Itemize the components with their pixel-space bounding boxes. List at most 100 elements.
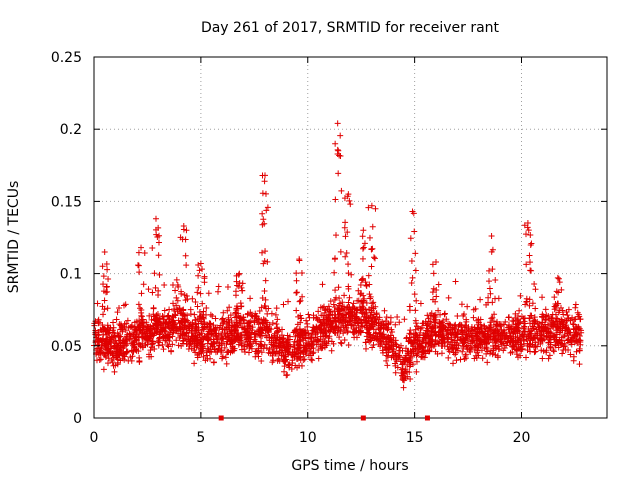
- data-point: [183, 341, 190, 348]
- data-point: [221, 344, 228, 351]
- data-point: [198, 330, 205, 337]
- data-point: [273, 320, 280, 327]
- data-point: [199, 347, 206, 354]
- data-point: [360, 298, 367, 305]
- data-point: [342, 253, 349, 260]
- data-point: [276, 357, 283, 364]
- data-point: [114, 359, 121, 366]
- data-point: [370, 341, 377, 348]
- data-point: [553, 288, 560, 295]
- data-point: [521, 324, 528, 331]
- data-point: [258, 357, 265, 364]
- data-point: [207, 343, 214, 350]
- y-tick-label: 0.2: [60, 122, 82, 138]
- data-point: [497, 321, 504, 328]
- x-tick-label: 5: [196, 430, 205, 446]
- data-point: [297, 319, 304, 326]
- data-point: [485, 294, 492, 301]
- data-point: [461, 355, 468, 362]
- data-point: [430, 314, 437, 321]
- data-point: [545, 355, 552, 362]
- data-point: [368, 314, 375, 321]
- data-point: [495, 343, 502, 350]
- data-point: [322, 333, 329, 340]
- data-point: [359, 245, 366, 252]
- data-point: [573, 348, 580, 355]
- data-point: [272, 343, 279, 350]
- data-point: [183, 329, 190, 336]
- data-point: [106, 338, 113, 345]
- data-point: [399, 360, 406, 367]
- data-point: [532, 286, 539, 293]
- data-point: [379, 335, 386, 342]
- data-point: [483, 344, 490, 351]
- data-point: [300, 348, 307, 355]
- data-point: [401, 369, 408, 376]
- data-point: [335, 306, 342, 313]
- data-point: [576, 337, 583, 344]
- data-point: [284, 371, 291, 378]
- data-point: [359, 303, 366, 310]
- data-point: [371, 254, 378, 261]
- data-point: [129, 340, 136, 347]
- data-point: [528, 240, 535, 247]
- data-point: [330, 340, 337, 347]
- data-point: [407, 331, 414, 338]
- data-point: [444, 334, 451, 341]
- data-point: [572, 301, 579, 308]
- data-point: [537, 335, 544, 342]
- data-point: [516, 307, 523, 314]
- data-gap-marker: [360, 415, 366, 421]
- data-point: [116, 352, 123, 359]
- x-tick-label: 0: [90, 430, 99, 446]
- data-point: [360, 227, 367, 234]
- data-point: [339, 303, 346, 310]
- data-point: [337, 320, 344, 327]
- data-point: [453, 357, 460, 364]
- data-point: [155, 252, 162, 259]
- data-point: [124, 317, 131, 324]
- data-point: [293, 289, 300, 296]
- data-point: [407, 327, 414, 334]
- data-point: [140, 333, 147, 340]
- data-point: [338, 340, 345, 347]
- data-point: [303, 317, 310, 324]
- data-point: [223, 360, 230, 367]
- data-point: [149, 339, 156, 346]
- data-point: [368, 246, 375, 253]
- data-point: [110, 324, 117, 331]
- data-point: [305, 330, 312, 337]
- data-point: [531, 314, 538, 321]
- data-point: [170, 314, 177, 321]
- data-point: [114, 343, 121, 350]
- data-point: [241, 348, 248, 355]
- data-point: [369, 318, 376, 325]
- data-point: [505, 324, 512, 331]
- data-point: [346, 197, 353, 204]
- data-point: [336, 295, 343, 302]
- data-point: [156, 271, 163, 278]
- data-point: [278, 349, 285, 356]
- data-point: [433, 259, 439, 266]
- data-point: [184, 336, 191, 343]
- data-point: [104, 346, 111, 353]
- data-point: [433, 293, 440, 300]
- data-point: [376, 314, 383, 321]
- data-point: [560, 311, 567, 318]
- data-point: [546, 315, 553, 322]
- data-point: [92, 329, 99, 336]
- data-point: [477, 316, 484, 323]
- data-point: [114, 309, 121, 316]
- data-point: [297, 344, 304, 351]
- data-point: [493, 331, 500, 338]
- data-point: [147, 347, 154, 354]
- data-point: [334, 305, 341, 312]
- data-point: [547, 329, 554, 336]
- data-point: [335, 324, 342, 331]
- data-point: [354, 307, 361, 314]
- data-point: [135, 348, 142, 355]
- data-point: [383, 314, 390, 321]
- data-point: [260, 345, 267, 352]
- data-point: [282, 358, 289, 365]
- data-point: [357, 329, 364, 336]
